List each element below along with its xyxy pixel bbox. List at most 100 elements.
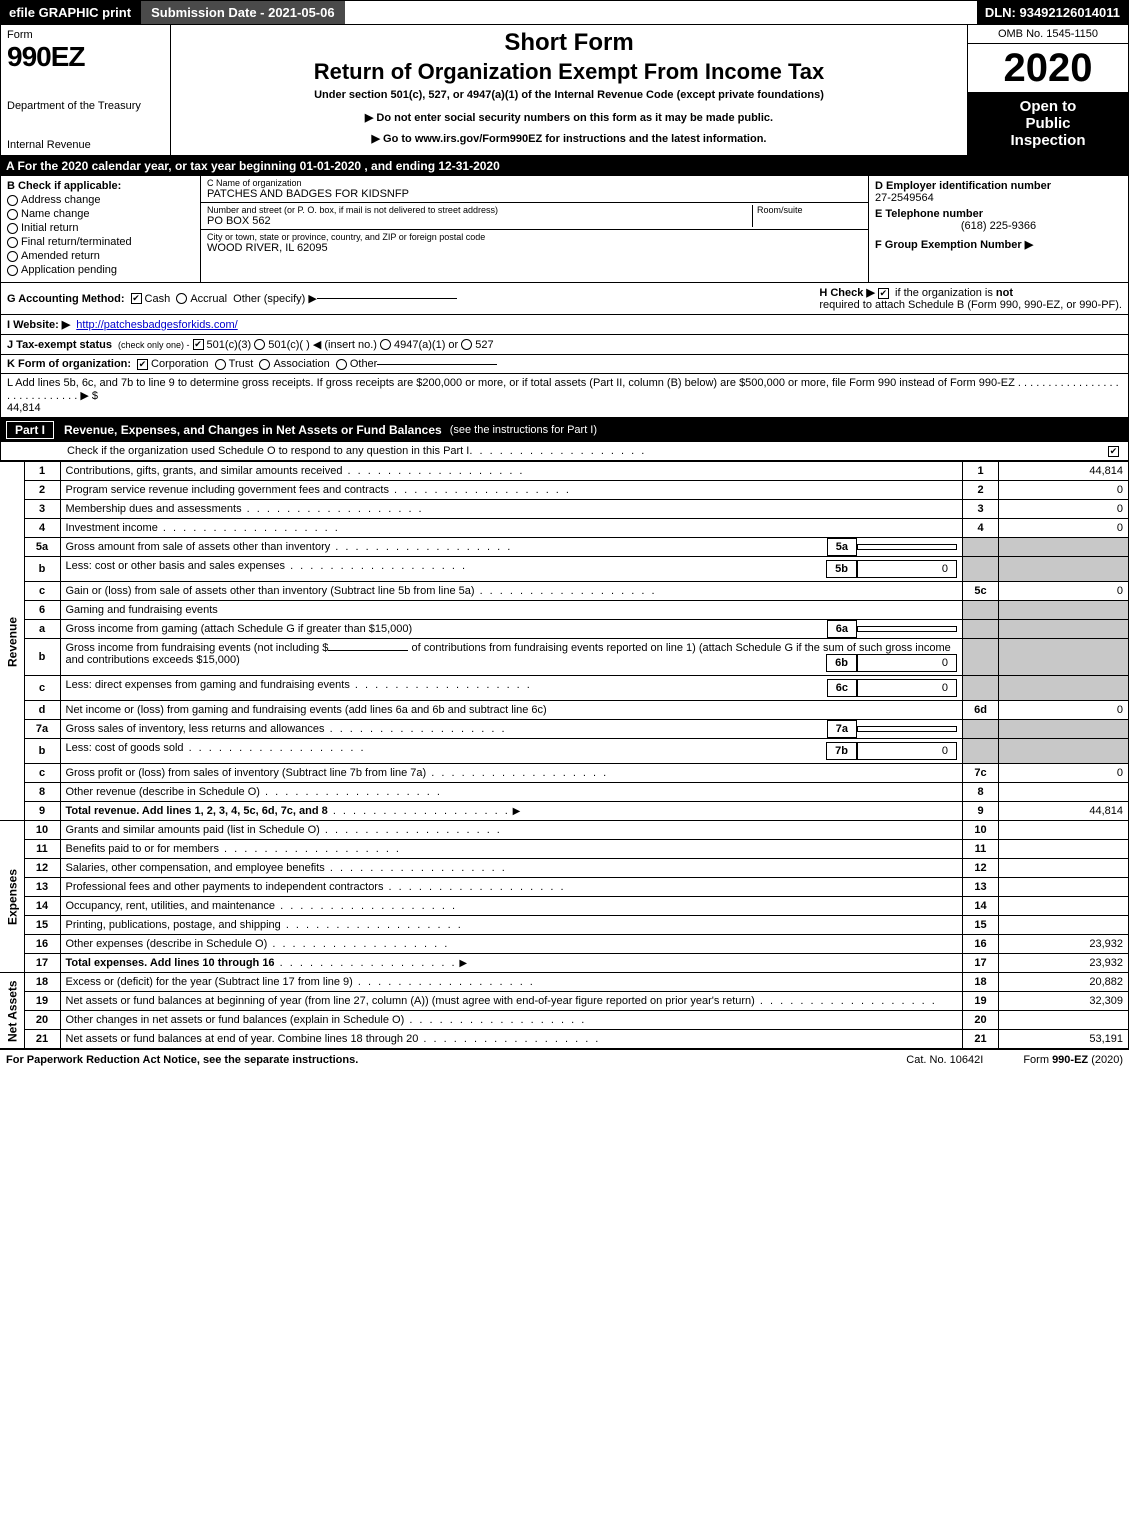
ck-cash[interactable] xyxy=(131,293,142,304)
other-specify: Other (specify) ▶ xyxy=(233,292,317,305)
ck-final-return[interactable]: Final return/terminated xyxy=(7,236,194,248)
line-6d: dNet income or (loss) from gaming and fu… xyxy=(0,701,1129,720)
ck-501c[interactable] xyxy=(254,339,265,350)
k-label: K Form of organization: xyxy=(7,358,131,370)
ein-value: 27-2549564 xyxy=(875,192,1122,204)
ck-h[interactable] xyxy=(878,288,889,299)
dln-label: DLN: 93492126014011 xyxy=(977,1,1128,24)
page-footer: For Paperwork Reduction Act Notice, see … xyxy=(0,1049,1129,1070)
dept-treasury: Department of the Treasury xyxy=(7,100,164,112)
i-label: I Website: ▶ xyxy=(7,318,70,331)
line-2: 2Program service revenue including gover… xyxy=(0,481,1129,500)
footer-formref: Form 990-EZ (2020) xyxy=(1023,1054,1123,1066)
part1-num: Part I xyxy=(6,421,54,439)
j-527: 527 xyxy=(475,339,493,351)
ck-501c3[interactable] xyxy=(193,339,204,350)
open-line-3: Inspection xyxy=(972,132,1124,149)
ck-amended-return[interactable]: Amended return xyxy=(7,250,194,262)
k-other-input[interactable] xyxy=(377,364,497,365)
street-row: Number and street (or P. O. box, if mail… xyxy=(201,203,868,230)
street-label: Number and street (or P. O. box, if mail… xyxy=(207,205,752,215)
k-corp: Corporation xyxy=(151,358,208,370)
header-left: Form 990EZ Department of the Treasury In… xyxy=(1,25,171,155)
ck-other[interactable] xyxy=(336,359,347,370)
j-501c3: 501(c)(3) xyxy=(207,339,252,351)
h-label: H Check ▶ xyxy=(819,287,875,299)
h-text2: required to attach Schedule B (Form 990,… xyxy=(819,299,1122,311)
ck-accrual[interactable] xyxy=(176,293,187,304)
row-j: J Tax-exempt status (check only one) - 5… xyxy=(0,335,1129,355)
dots-filler xyxy=(469,445,646,457)
line-15: 15Printing, publications, postage, and s… xyxy=(0,916,1129,935)
efile-print-label[interactable]: efile GRAPHIC print xyxy=(1,1,139,24)
irs-link[interactable]: www.irs.gov/Form990EZ xyxy=(415,133,542,145)
goto-line: ▶ Go to www.irs.gov/Form990EZ for instru… xyxy=(179,132,959,145)
website-link[interactable]: http://patchesbadgesforkids.com/ xyxy=(76,319,237,331)
form-number: 990EZ xyxy=(7,41,164,73)
line-7c: cGross profit or (loss) from sales of in… xyxy=(0,764,1129,783)
line-9: 9Total revenue. Add lines 1, 2, 3, 4, 5c… xyxy=(0,802,1129,821)
footer-paperwork: For Paperwork Reduction Act Notice, see … xyxy=(6,1054,358,1066)
ck-address-change[interactable]: Address change xyxy=(7,194,194,206)
side-netassets: Net Assets xyxy=(0,973,24,1049)
side-expenses: Expenses xyxy=(0,821,24,973)
line-5a: 5aGross amount from sale of assets other… xyxy=(0,538,1129,557)
open-line-2: Public xyxy=(972,115,1124,132)
form-label: Form xyxy=(7,29,164,41)
ck-4947[interactable] xyxy=(380,339,391,350)
ck-527[interactable] xyxy=(461,339,472,350)
line-6: 6Gaming and fundraising events xyxy=(0,601,1129,620)
info-block: B Check if applicable: Address change Na… xyxy=(0,176,1129,283)
ck-trust[interactable] xyxy=(215,359,226,370)
j-label: J Tax-exempt status xyxy=(7,339,112,351)
top-bar: efile GRAPHIC print Submission Date - 20… xyxy=(0,0,1129,25)
k-trust: Trust xyxy=(229,358,254,370)
ck-schedule-o[interactable] xyxy=(1108,446,1119,457)
ck-name-change[interactable]: Name change xyxy=(7,208,194,220)
city-label: City or town, state or province, country… xyxy=(207,232,862,242)
do-not-enter: ▶ Do not enter social security numbers o… xyxy=(179,111,959,124)
section-b: B Check if applicable: Address change Na… xyxy=(1,176,201,282)
line-17: 17Total expenses. Add lines 10 through 1… xyxy=(0,954,1129,973)
under-section: Under section 501(c), 527, or 4947(a)(1)… xyxy=(179,89,959,101)
line-6b: bGross income from fundraising events (n… xyxy=(0,639,1129,676)
org-name-label: C Name of organization xyxy=(207,178,862,188)
line-3: 3Membership dues and assessments30 xyxy=(0,500,1129,519)
part1-header: Part I Revenue, Expenses, and Changes in… xyxy=(0,418,1129,442)
part1-check-row: Check if the organization used Schedule … xyxy=(0,442,1129,461)
k-assoc: Association xyxy=(273,358,329,370)
ck-application-pending[interactable]: Application pending xyxy=(7,264,194,276)
ck-assoc[interactable] xyxy=(259,359,270,370)
street-value: PO BOX 562 xyxy=(207,215,752,227)
h-block: H Check ▶ if the organization is not req… xyxy=(819,286,1122,311)
line-6a: aGross income from gaming (attach Schedu… xyxy=(0,620,1129,639)
line-14: 14Occupancy, rent, utilities, and mainte… xyxy=(0,897,1129,916)
org-name-row: C Name of organization PATCHES AND BADGE… xyxy=(201,176,868,203)
part1-title: Revenue, Expenses, and Changes in Net As… xyxy=(64,423,442,437)
part1-table: Revenue 1Contributions, gifts, grants, a… xyxy=(0,461,1129,1049)
line-20: 20Other changes in net assets or fund ba… xyxy=(0,1011,1129,1030)
line-11: 11Benefits paid to or for members11 xyxy=(0,840,1129,859)
h-not: not xyxy=(996,287,1013,299)
section-c: C Name of organization PATCHES AND BADGE… xyxy=(201,176,868,282)
city-row: City or town, state or province, country… xyxy=(201,230,868,256)
return-title: Return of Organization Exempt From Incom… xyxy=(179,59,959,85)
open-to-public: Open to Public Inspection xyxy=(968,92,1128,155)
line-13: 13Professional fees and other payments t… xyxy=(0,878,1129,897)
line-1: Revenue 1Contributions, gifts, grants, a… xyxy=(0,462,1129,481)
tel-value: (618) 225-9366 xyxy=(875,220,1122,232)
j-sub: (check only one) - xyxy=(118,340,190,350)
other-input[interactable] xyxy=(317,298,457,299)
ck-corp[interactable] xyxy=(137,359,148,370)
section-b-title: B Check if applicable: xyxy=(7,180,194,192)
part1-check-text: Check if the organization used Schedule … xyxy=(67,445,469,457)
line-16: 16Other expenses (describe in Schedule O… xyxy=(0,935,1129,954)
submission-date: Submission Date - 2021-05-06 xyxy=(139,1,345,24)
line-8: 8Other revenue (describe in Schedule O)8 xyxy=(0,783,1129,802)
line-21: 21Net assets or fund balances at end of … xyxy=(0,1030,1129,1049)
side-revenue: Revenue xyxy=(0,462,24,821)
row-i: I Website: ▶ http://patchesbadgesforkids… xyxy=(0,315,1129,335)
h-text1: if the organization is xyxy=(895,287,996,299)
ck-initial-return[interactable]: Initial return xyxy=(7,222,194,234)
line-18: Net Assets 18Excess or (deficit) for the… xyxy=(0,973,1129,992)
